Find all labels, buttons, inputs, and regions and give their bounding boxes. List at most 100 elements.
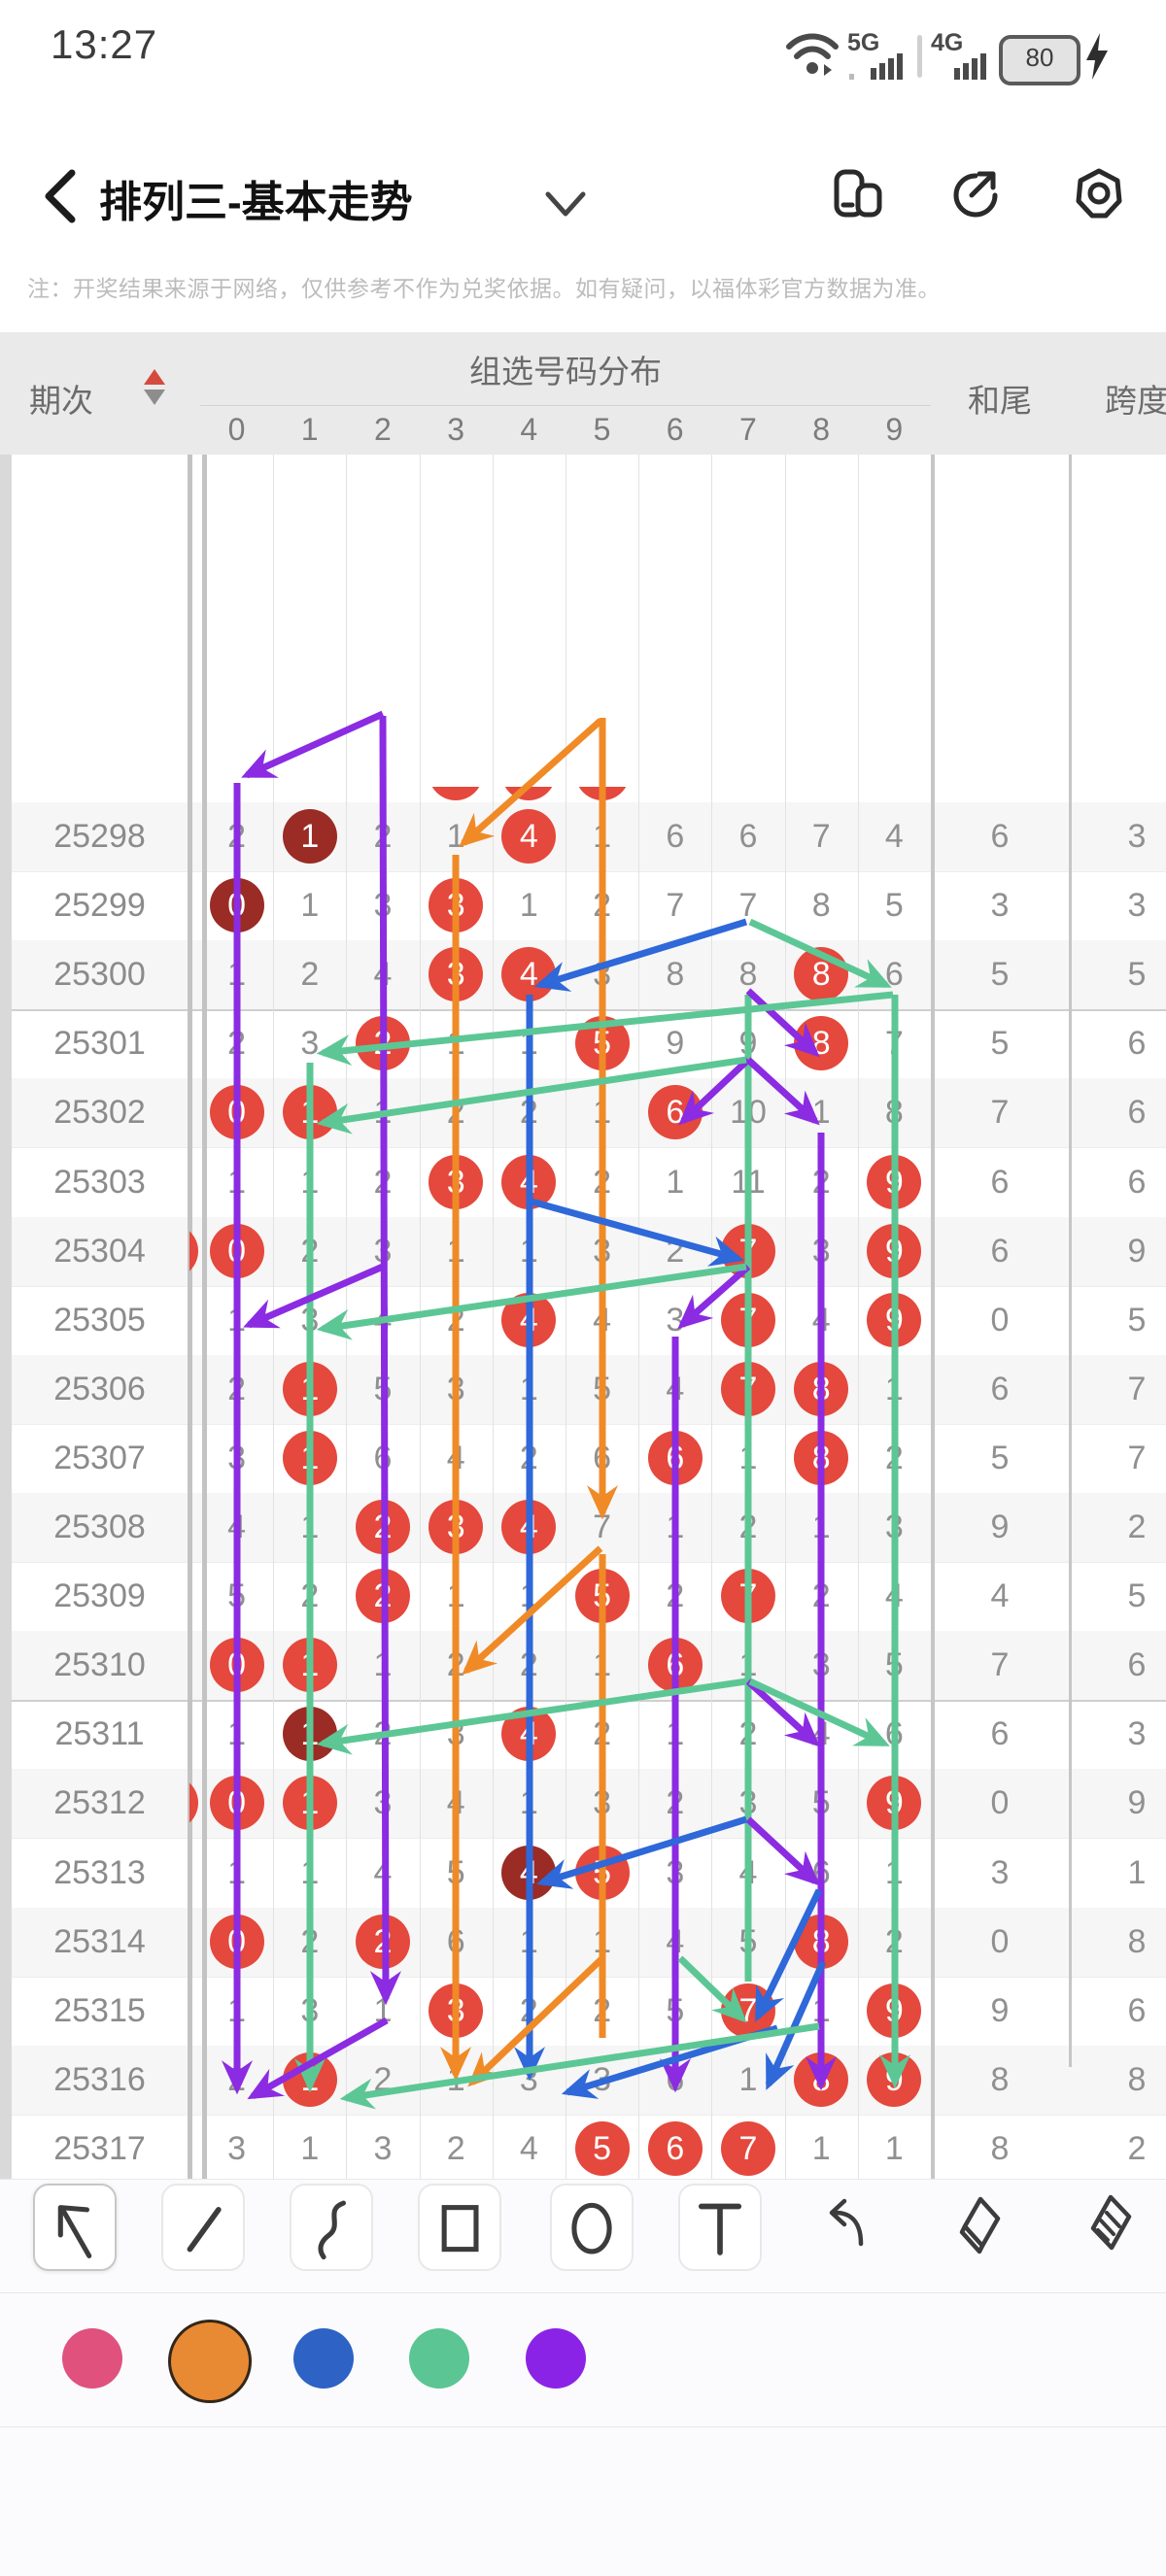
period-label: 25305 [53, 1301, 146, 1339]
color-swatch-orange[interactable] [168, 2320, 252, 2403]
color-swatch-blue[interactable] [293, 2328, 354, 2389]
span-value: 6 [1127, 1646, 1147, 1684]
miss-count: 3 [811, 1646, 831, 1684]
tool-text-button[interactable] [678, 2184, 762, 2271]
miss-count: 8 [811, 887, 831, 925]
miss-count: 1 [811, 1508, 831, 1545]
network-type-4g: 4G [931, 29, 964, 56]
sum-tail-value: 6 [990, 1715, 1010, 1753]
signal-bars-4g-icon [954, 53, 986, 80]
back-icon[interactable] [43, 169, 76, 223]
miss-count: 3 [446, 1370, 465, 1407]
drawn-number-circle: 9 [867, 1292, 922, 1347]
miss-count: 4 [373, 1301, 393, 1339]
miss-count: 1 [666, 1715, 685, 1753]
color-swatch-purple[interactable] [526, 2328, 586, 2389]
column-border [419, 406, 421, 2179]
span-value: 1 [1127, 1853, 1147, 1891]
sum-tail-value: 6 [990, 818, 1010, 855]
clear-all-button[interactable] [1075, 2184, 1143, 2267]
miss-count: 1 [227, 1163, 247, 1201]
tail-col-border [931, 332, 935, 2179]
miss-count: 5 [738, 1922, 758, 1960]
span-value: 6 [1127, 1025, 1147, 1063]
miss-count: 5 [373, 1370, 393, 1407]
period-label: 25306 [53, 1370, 146, 1407]
table-header: 期次 组选号码分布 和尾 跨度 0 1 2 3 4 5 6 7 8 9 [0, 332, 1166, 455]
miss-count: 2 [300, 956, 320, 994]
miss-count: 7 [738, 887, 758, 925]
color-swatch-pink[interactable] [62, 2328, 122, 2389]
drawn-number-circle: 8 [794, 1016, 849, 1071]
miss-count: 5 [811, 1784, 831, 1822]
miss-count: 4 [446, 1439, 465, 1476]
period-label: 25308 [53, 1508, 146, 1545]
sum-tail-value: 6 [990, 1232, 1010, 1270]
miss-count: 9 [666, 1025, 685, 1063]
column-border [492, 406, 494, 2179]
miss-count: 1 [227, 1853, 247, 1891]
miss-count: 3 [811, 1232, 831, 1270]
miss-count: 2 [446, 2129, 465, 2167]
miss-count: 3 [666, 1853, 685, 1891]
multi-window-icon[interactable] [833, 168, 883, 219]
span-value: 2 [1127, 1508, 1147, 1545]
drawn-number-circle: 0 [209, 1914, 264, 1969]
miss-count: 4 [738, 1853, 758, 1891]
drawn-number-circle: 4 [501, 1707, 557, 1762]
table-row: 25314 0 2 2 6 1 1 4 5 8 2 0 8 [0, 1907, 1166, 1978]
span-value: 7 [1127, 1439, 1147, 1476]
period-label: 25316 [53, 2060, 146, 2098]
tool-rectangle-button[interactable] [418, 2184, 501, 2271]
arrow-tool-icon [57, 2205, 92, 2258]
share-icon[interactable] [950, 168, 1001, 219]
curve-tool-icon [318, 2200, 346, 2260]
miss-count: 6 [373, 1439, 393, 1476]
sum-tail-value: 7 [990, 1094, 1010, 1132]
sim-divider [917, 35, 922, 78]
miss-count: 2 [666, 1784, 685, 1822]
repeat-number-circle: 1 [282, 1707, 337, 1762]
drawn-number-circle: 4 [501, 947, 557, 1002]
miss-count: 4 [666, 1370, 685, 1407]
table-row: 25299 0 1 3 3 1 2 7 7 8 5 3 3 [0, 871, 1166, 942]
digit-header: 2 [373, 412, 392, 447]
drawn-number-circle: 7 [721, 1223, 775, 1278]
col-header-period[interactable]: 期次 [29, 383, 93, 419]
miss-count: 2 [666, 1577, 685, 1615]
span-value: 3 [1127, 818, 1147, 855]
miss-count: 6 [446, 1922, 465, 1960]
settings-icon[interactable] [1074, 168, 1124, 219]
miss-count: 4 [446, 1784, 465, 1822]
tool-circle-button[interactable] [550, 2184, 634, 2271]
miss-count: 4 [884, 818, 904, 855]
miss-count: 6 [884, 1715, 904, 1753]
sum-tail-value: 5 [990, 1439, 1010, 1476]
eraser-button[interactable] [944, 2184, 1012, 2267]
table-row: 25316 2 1 2 1 3 3 6 1 8 9 8 8 [0, 2045, 1166, 2116]
undo-button[interactable] [814, 2184, 882, 2267]
miss-count: 2 [519, 1991, 538, 2029]
miss-count: 2 [738, 1508, 758, 1545]
color-swatch-green[interactable] [409, 2328, 469, 2389]
span-value: 9 [1127, 1232, 1147, 1270]
drawn-number-circle: 9 [867, 1223, 922, 1278]
digit-header: 0 [227, 412, 246, 447]
drawn-number-circle: 7 [721, 2120, 775, 2176]
miss-count: 3 [884, 1508, 904, 1545]
period-label: 25300 [53, 956, 146, 994]
tool-arrow-button[interactable] [33, 2184, 117, 2271]
page-title[interactable]: 排列三-基本走势 [99, 179, 413, 226]
tool-line-button[interactable] [161, 2184, 245, 2271]
drawn-number-circle: 1 [282, 1776, 337, 1831]
miss-count: 5 [884, 887, 904, 925]
sort-icon[interactable] [144, 369, 165, 405]
drawn-number-circle: 1 [282, 1085, 337, 1140]
miss-count: 2 [227, 818, 247, 855]
dropdown-chevron-icon[interactable] [544, 190, 587, 218]
tool-curve-button[interactable] [290, 2184, 373, 2271]
miss-count: 6 [738, 818, 758, 855]
sum-tail-value: 8 [990, 2129, 1010, 2167]
rectangle-tool-icon [441, 2205, 479, 2253]
